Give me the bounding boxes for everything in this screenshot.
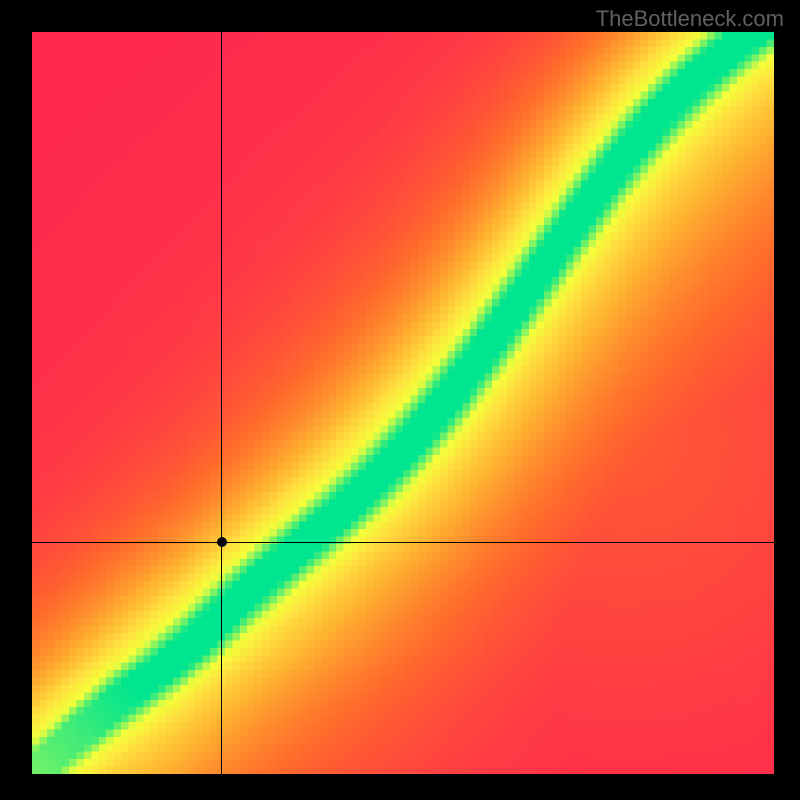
chart-container: { "heatmap": { "type": "heatmap", "water… xyxy=(0,0,800,800)
crosshair-vertical xyxy=(221,32,222,774)
crosshair-horizontal xyxy=(32,542,774,543)
bottleneck-heatmap xyxy=(32,32,774,774)
watermark-text: TheBottleneck.com xyxy=(596,6,784,32)
